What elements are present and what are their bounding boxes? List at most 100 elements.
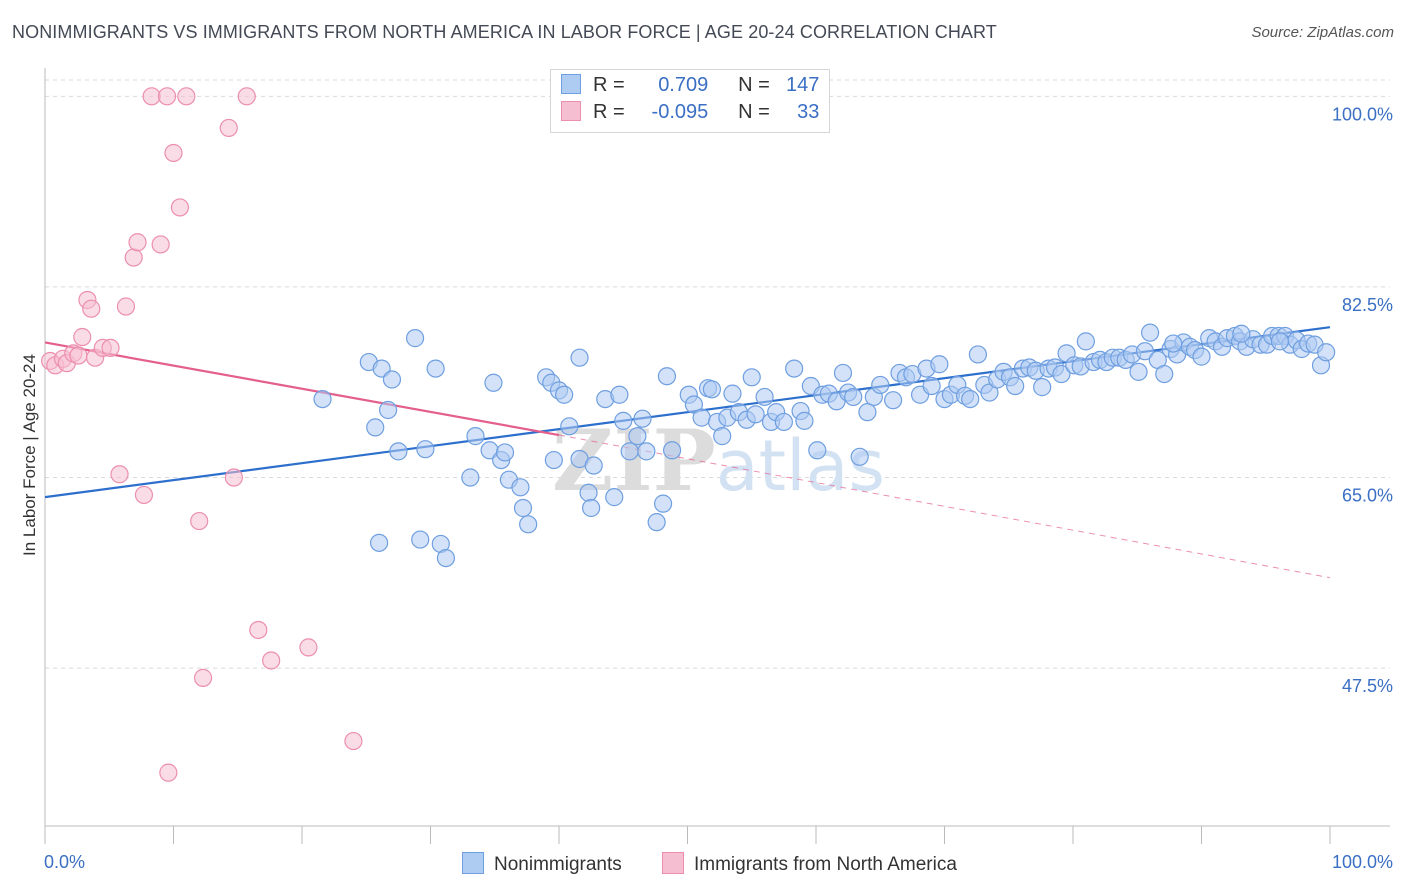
point-immigrants-24 bbox=[193, 668, 213, 687]
trend-extension-1 bbox=[558, 434, 1331, 579]
point-immigrants-30 bbox=[299, 638, 318, 657]
point-nonimmigrants-55 bbox=[723, 384, 742, 403]
point-nonimmigrants-11 bbox=[426, 359, 445, 378]
legend-row-nonimmigrants: R = 0.709 N = 147 bbox=[561, 74, 819, 100]
legend-label: Immigrants from North America bbox=[694, 854, 957, 875]
point-nonimmigrants-72 bbox=[833, 363, 853, 383]
immigrants-swatch bbox=[662, 852, 684, 874]
point-nonimmigrants-150 bbox=[1164, 334, 1183, 353]
n-label: N = bbox=[738, 101, 770, 123]
point-nonimmigrants-85 bbox=[922, 376, 941, 396]
point-nonimmigrants-127 bbox=[1192, 347, 1211, 366]
r-value: -0.095 bbox=[651, 101, 709, 123]
point-immigrants-19 bbox=[157, 87, 177, 106]
y-tick-label-2: 82.5% bbox=[1342, 295, 1393, 315]
point-nonimmigrants-60 bbox=[755, 387, 774, 407]
point-immigrants-14 bbox=[124, 248, 143, 267]
y-axis-label: In Labor Force | Age 20-24 bbox=[20, 354, 39, 556]
point-nonimmigrants-64 bbox=[785, 359, 804, 378]
r-label: R = bbox=[593, 101, 625, 123]
point-nonimmigrants-29 bbox=[560, 417, 579, 436]
chart-title: NONIMMIGRANTS VS IMMIGRANTS FROM NORTH A… bbox=[12, 22, 997, 42]
point-nonimmigrants-148 bbox=[1270, 332, 1289, 351]
y-tick-label-0: 47.5% bbox=[1342, 676, 1393, 696]
point-immigrants-22 bbox=[177, 87, 196, 106]
point-nonimmigrants-78 bbox=[871, 375, 890, 395]
point-immigrants-11 bbox=[101, 338, 120, 358]
point-nonimmigrants-2 bbox=[366, 418, 385, 437]
point-nonimmigrants-14 bbox=[461, 468, 480, 487]
point-nonimmigrants-43 bbox=[647, 513, 666, 532]
point-nonimmigrants-36 bbox=[605, 488, 624, 507]
point-nonimmigrants-38 bbox=[614, 411, 633, 430]
point-immigrants-26 bbox=[224, 468, 243, 487]
point-nonimmigrants-5 bbox=[378, 400, 398, 420]
point-nonimmigrants-13 bbox=[436, 548, 456, 568]
x-tick-label-1: 100.0% bbox=[1332, 852, 1393, 872]
point-nonimmigrants-53 bbox=[713, 427, 732, 446]
point-nonimmigrants-49 bbox=[692, 408, 711, 427]
point-nonimmigrants-91 bbox=[961, 389, 980, 409]
point-immigrants-27 bbox=[237, 87, 256, 106]
point-immigrants-28 bbox=[249, 620, 268, 640]
point-immigrants-21 bbox=[170, 198, 190, 217]
point-nonimmigrants-15 bbox=[466, 427, 485, 446]
point-nonimmigrants-22 bbox=[513, 498, 533, 518]
point-nonimmigrants-119 bbox=[1140, 323, 1160, 342]
n-value: 33 bbox=[797, 101, 820, 123]
point-immigrants-31 bbox=[344, 731, 363, 751]
legend-item-nonimmigrants: Nonimmigrants bbox=[462, 852, 622, 876]
point-immigrants-15 bbox=[128, 233, 147, 252]
x-tick-label-0: 0.0% bbox=[44, 852, 85, 872]
point-nonimmigrants-102 bbox=[1033, 378, 1052, 397]
point-nonimmigrants-0 bbox=[313, 389, 332, 409]
legend-item-immigrants: Immigrants from North America bbox=[662, 852, 957, 876]
point-immigrants-6 bbox=[73, 327, 92, 347]
point-immigrants-29 bbox=[262, 651, 281, 670]
point-nonimmigrants-7 bbox=[389, 442, 408, 461]
point-immigrants-13 bbox=[116, 297, 136, 316]
point-nonimmigrants-6 bbox=[382, 370, 402, 389]
n-label: N = bbox=[738, 74, 770, 96]
trend-line-1 bbox=[44, 341, 560, 437]
point-nonimmigrants-118 bbox=[1135, 342, 1155, 361]
point-nonimmigrants-17 bbox=[484, 373, 503, 392]
point-nonimmigrants-149 bbox=[1232, 324, 1251, 343]
point-nonimmigrants-117 bbox=[1129, 362, 1148, 381]
point-immigrants-23 bbox=[190, 511, 209, 531]
point-nonimmigrants-10 bbox=[416, 440, 435, 459]
point-nonimmigrants-109 bbox=[1076, 332, 1095, 351]
point-nonimmigrants-79 bbox=[883, 391, 903, 410]
point-nonimmigrants-33 bbox=[582, 498, 601, 518]
legend-label: Nonimmigrants bbox=[494, 854, 622, 875]
point-immigrants-20 bbox=[164, 143, 183, 163]
n-value: 147 bbox=[786, 74, 820, 96]
point-nonimmigrants-37 bbox=[610, 385, 629, 404]
grid-lines bbox=[45, 79, 1390, 669]
point-nonimmigrants-68 bbox=[808, 441, 827, 460]
point-nonimmigrants-98 bbox=[1006, 376, 1025, 396]
point-nonimmigrants-40 bbox=[628, 427, 647, 446]
point-immigrants-25 bbox=[219, 118, 238, 138]
point-nonimmigrants-23 bbox=[519, 515, 538, 534]
data-points bbox=[41, 87, 1336, 782]
point-nonimmigrants-45 bbox=[657, 367, 677, 386]
nonimmigrants-swatch bbox=[462, 852, 484, 874]
point-nonimmigrants-59 bbox=[746, 405, 765, 424]
point-nonimmigrants-41 bbox=[633, 409, 652, 428]
point-immigrants-8 bbox=[82, 299, 101, 318]
point-nonimmigrants-21 bbox=[511, 478, 530, 497]
axes bbox=[44, 68, 1390, 844]
point-nonimmigrants-28 bbox=[555, 385, 574, 404]
point-nonimmigrants-86 bbox=[930, 355, 949, 374]
point-nonimmigrants-32 bbox=[579, 483, 598, 502]
point-nonimmigrants-75 bbox=[850, 447, 869, 466]
y-tick-label-3: 100.0% bbox=[1332, 104, 1393, 124]
point-immigrants-32 bbox=[159, 763, 178, 782]
chart-source: Source: ZipAtlas.com bbox=[1251, 24, 1394, 41]
nonimmigrants-swatch bbox=[561, 74, 581, 94]
point-immigrants-16 bbox=[134, 485, 154, 505]
point-nonimmigrants-92 bbox=[968, 345, 988, 364]
point-nonimmigrants-44 bbox=[653, 494, 673, 513]
